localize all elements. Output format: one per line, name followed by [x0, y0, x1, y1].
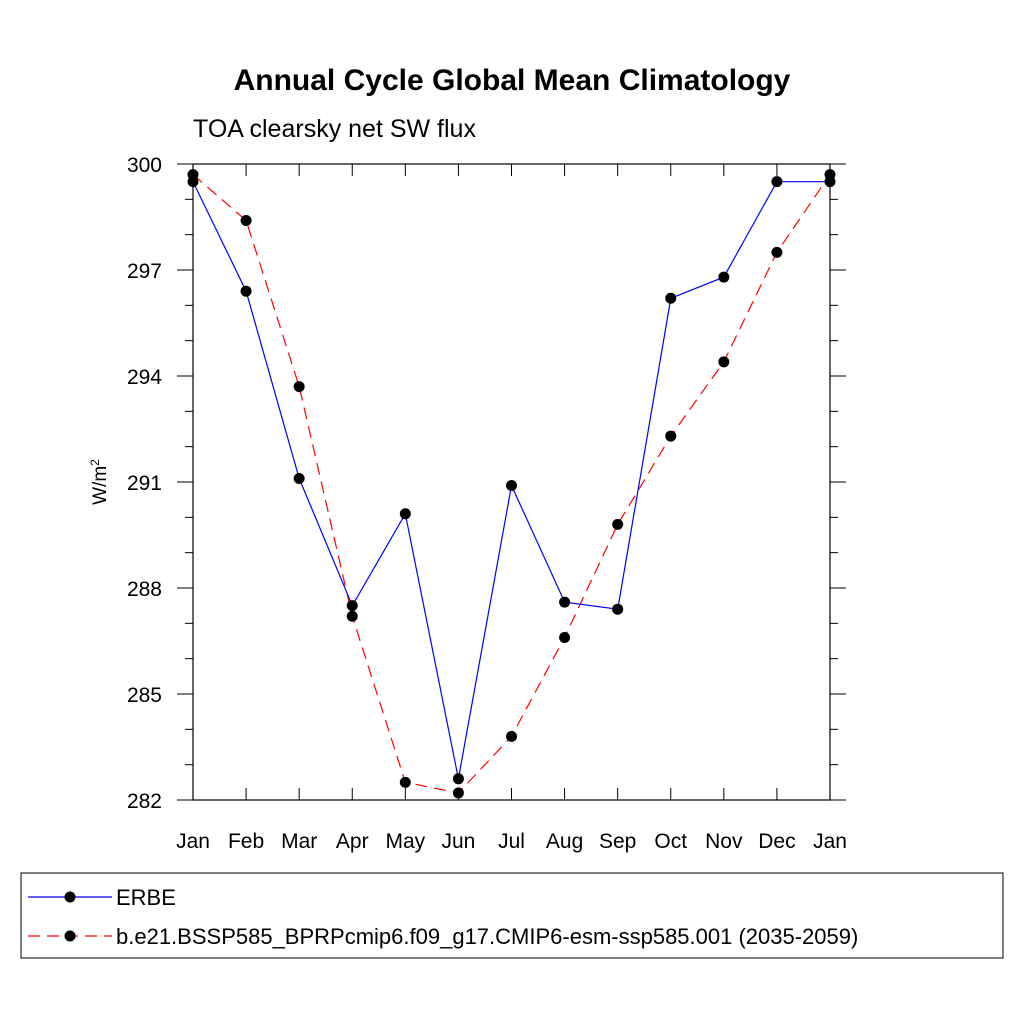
data-point-erbe: [612, 603, 624, 615]
x-tick-label: Oct: [654, 830, 687, 853]
y-tick-label: 300: [127, 154, 162, 177]
data-point-model: [612, 518, 624, 530]
legend-box: [20, 872, 1004, 959]
x-tick-label: Nov: [705, 830, 743, 853]
x-tick-label: Mar: [281, 830, 317, 853]
data-point-model: [399, 776, 411, 788]
x-tick-label: Aug: [546, 830, 583, 853]
axes: Jan Feb Mar Apr May Jun Jul Aug Sep Oct Nov Dec Jan 2…: [127, 154, 847, 853]
data-point-erbe: [665, 292, 677, 304]
legend-marker-model: [64, 930, 76, 942]
data-point-erbe: [452, 773, 464, 785]
data-point-model: [506, 730, 517, 742]
data-point-erbe: [559, 596, 571, 608]
series-layer: [187, 169, 836, 799]
legend: ERBE b.e21.BSSP585_BPRPcmip6.f09_g17.CMIP…: [28, 885, 858, 949]
y-axis-label-base: W/m: [90, 466, 111, 505]
x-tick-label: Jun: [441, 830, 475, 853]
x-tick-label: Apr: [336, 830, 369, 853]
data-point-model: [293, 381, 305, 393]
data-point-erbe: [718, 271, 730, 283]
data-point-erbe: [506, 480, 517, 492]
data-point-erbe: [771, 176, 783, 188]
legend-marker-erbe: [64, 891, 76, 903]
x-tick-label: Jul: [498, 830, 525, 853]
data-point-erbe: [824, 176, 836, 188]
x-tick-label: May: [385, 830, 425, 853]
data-point-erbe: [399, 508, 411, 520]
data-point-erbe: [346, 600, 358, 612]
data-point-model: [665, 430, 677, 442]
y-axis-label-sup: 2: [88, 459, 102, 466]
x-tick-label: Sep: [599, 830, 636, 853]
y-tick-label: 288: [127, 578, 162, 601]
x-tick-label: Dec: [758, 830, 795, 853]
data-point-erbe: [240, 285, 252, 297]
y-tick-label: 297: [127, 260, 162, 283]
data-point-model: [346, 610, 358, 622]
x-tick-label: Jan: [813, 830, 847, 853]
y-tick-label: 282: [127, 790, 162, 813]
y-tick-label: 291: [127, 472, 162, 495]
chart-subtitle: TOA clearsky net SW flux: [193, 115, 476, 143]
data-point-model: [771, 246, 783, 258]
y-tick-label: 294: [127, 366, 162, 389]
data-point-model: [559, 631, 571, 643]
y-tick-label: 285: [127, 684, 162, 707]
legend-label-erbe: ERBE: [116, 885, 176, 910]
data-point-model: [718, 356, 730, 368]
legend-label-model: b.e21.BSSP585_BPRPcmip6.f09_g17.CMIP6-es…: [116, 924, 858, 949]
x-tick-label: Jan: [176, 830, 210, 853]
x-tick-label: Feb: [228, 830, 264, 853]
data-point-erbe: [293, 472, 305, 484]
y-axis-label: W/m2: [88, 459, 111, 505]
data-point-erbe: [187, 176, 199, 188]
data-point-model: [240, 215, 252, 227]
data-point-model: [452, 787, 464, 799]
chart-title: Annual Cycle Global Mean Climatology: [234, 64, 791, 97]
